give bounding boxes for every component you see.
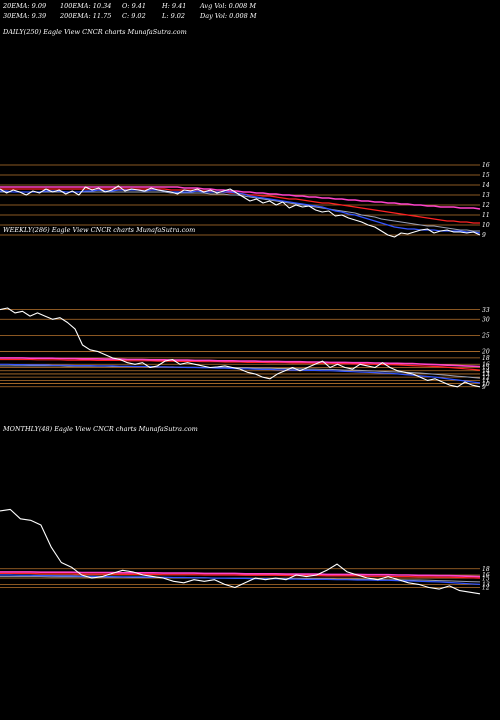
close-stat: C: 9.02 [122,12,146,20]
panel-title: DAILY(250) Eagle View CNCR charts Munafa… [2,28,187,36]
y-tick-label: 25 [481,333,490,340]
ema-long-line [0,571,481,578]
y-tick-label: 9 [482,384,486,391]
y-tick-label: 15 [482,365,490,372]
y-tick-label: 33 [482,307,490,314]
daily-panel: DAILY(250) Eagle View CNCR charts Munafa… [0,28,490,239]
stats-header: 20EMA: 9.09 100EMA: 10.34 O: 9.41 H: 9.4… [2,2,257,20]
y-tick-label: 20 [481,349,490,356]
open-stat: O: 9.41 [122,2,146,10]
low-stat: L: 9.02 [161,12,185,20]
ema30-stat: 30EMA: 9.39 [3,12,46,20]
y-tick-label: 11 [482,378,490,385]
y-tick-label: 12 [482,202,490,209]
ema-short-line [0,189,481,234]
y-tick-label: 18 [482,566,490,573]
ema200-stat: 200EMA: 11.75 [59,12,111,20]
ema100-stat: 100EMA: 10.34 [60,2,111,10]
price-line [0,307,481,388]
y-tick-label: 18 [482,355,490,362]
panel-title: WEEKLY(286) Eagle View CNCR charts Munaf… [3,226,195,234]
high-stat: H: 9.41 [161,2,186,10]
monthly-panel: MONTHLY(48) Eagle View CNCR charts Munaf… [0,425,490,595]
y-tick-label: 14 [482,182,490,189]
y-tick-label: 30 [482,316,490,323]
y-tick-label: 12 [482,585,490,592]
price-line [0,185,481,238]
y-tick-label: 16 [482,162,490,169]
y-tick-label: 16 [482,572,490,579]
day-vol-stat: Day Vol: 0.008 M [199,12,257,20]
ema-long-line [0,186,481,210]
y-tick-label: 13 [482,192,490,199]
y-tick-label: 16 [482,361,490,368]
y-tick-label: 12 [482,374,490,381]
ema20-stat: 20EMA: 9.09 [2,2,46,10]
ema-red-line [0,358,481,371]
panel-title: MONTHLY(48) Eagle View CNCR charts Munaf… [2,425,198,433]
y-tick-label: 9 [482,232,486,239]
y-tick-label: 13 [482,371,490,378]
y-tick-label: 10 [482,222,490,229]
y-tick-label: 15 [482,575,490,582]
avg-vol-stat: Avg Vol: 0.008 M [199,2,256,10]
y-tick-label: 15 [482,172,490,179]
y-tick-label: 11 [482,212,490,219]
y-tick-label: 10 [482,381,490,388]
weekly-panel: WEEKLY(286) Eagle View CNCR charts Munaf… [0,226,490,391]
ema-long-line [0,357,481,368]
y-tick-label: 14 [482,368,490,375]
price-line [0,508,481,595]
y-tick-label: 13 [482,582,490,589]
